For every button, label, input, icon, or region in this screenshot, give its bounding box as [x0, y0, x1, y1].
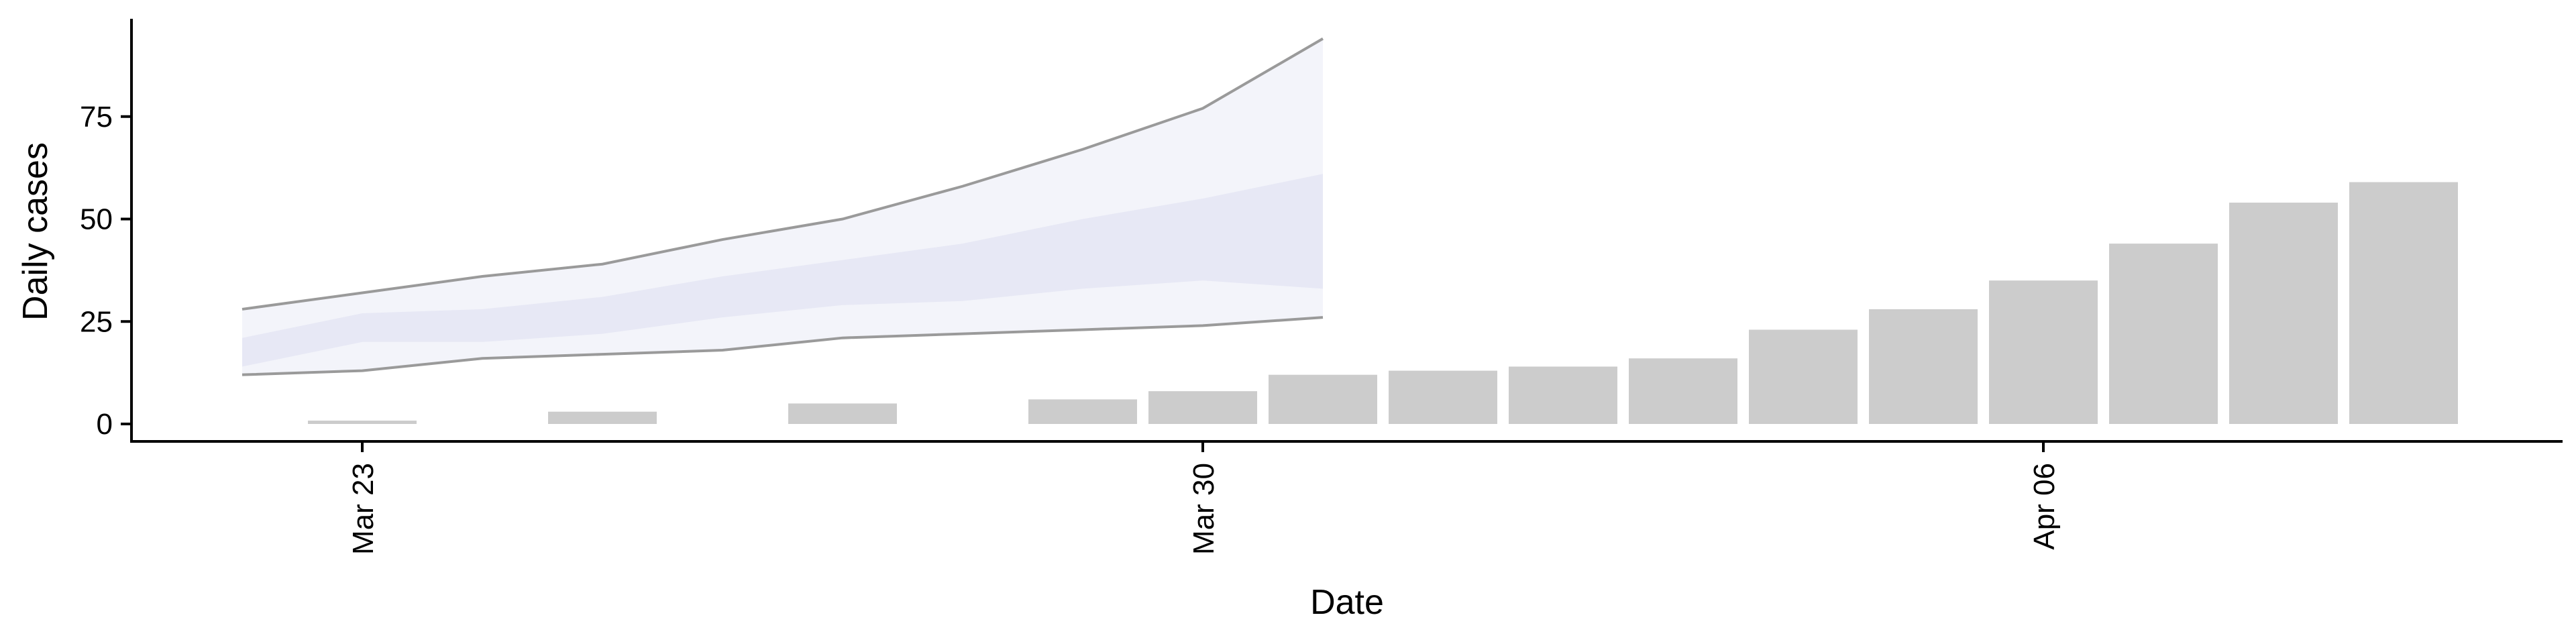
x-tick-label: Apr 06 [2028, 463, 2061, 550]
y-tick-label: 25 [80, 305, 113, 338]
bar [1989, 280, 2098, 424]
bar [1869, 309, 1978, 424]
bar [1269, 374, 1377, 424]
forecast-upper-line [241, 37, 1324, 311]
forecast-lower-line [241, 316, 1324, 376]
forecast-inner-band [242, 174, 1323, 367]
axes-layer [130, 19, 2563, 443]
x-axis-title: Date [1310, 583, 1384, 622]
bar [2109, 244, 2218, 424]
x-tick-label: Mar 23 [347, 463, 380, 555]
y-axis-title: Daily cases [16, 142, 55, 321]
bar [2349, 182, 2458, 424]
forecast-layer [241, 37, 1324, 376]
bar [2229, 203, 2338, 424]
bar [1749, 329, 1858, 424]
bars-layer [308, 182, 2458, 424]
bar [1148, 391, 1257, 424]
bar [1509, 366, 1617, 424]
x-tick-label: Mar 30 [1187, 463, 1220, 555]
y-ticks: 0 25 50 75 [80, 101, 131, 441]
bar [548, 411, 657, 424]
x-ticks: Mar 23 Mar 30 Apr 06 [347, 441, 2061, 555]
bar [788, 403, 897, 424]
bar [1389, 370, 1497, 424]
y-tick-label: 50 [80, 203, 113, 236]
bar [308, 421, 417, 424]
y-tick-label: 75 [80, 101, 113, 133]
bar [1028, 399, 1137, 424]
y-tick-label: 0 [97, 408, 113, 441]
bar [1629, 358, 1737, 424]
